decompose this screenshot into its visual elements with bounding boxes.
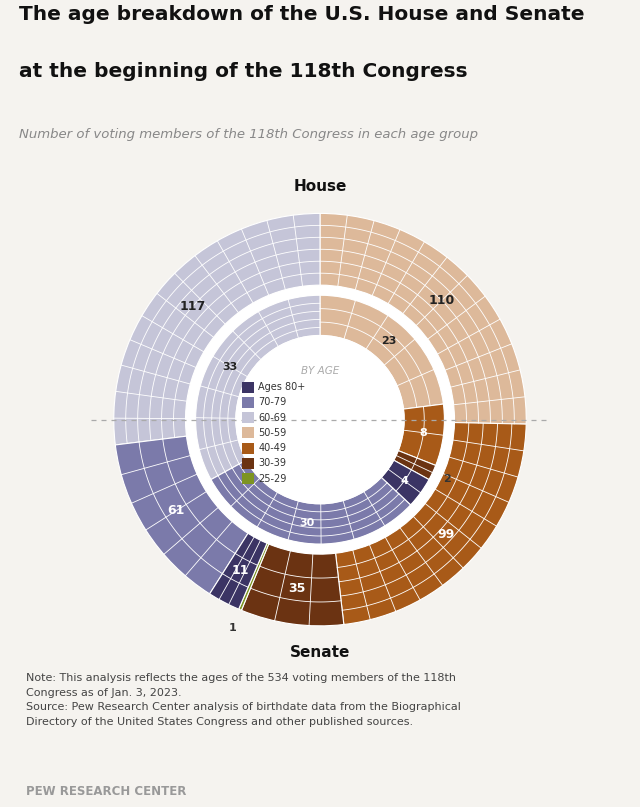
Text: 99: 99: [437, 528, 454, 541]
Text: 1: 1: [228, 623, 236, 633]
Wedge shape: [186, 285, 454, 554]
Text: 110: 110: [429, 294, 455, 307]
Text: House: House: [293, 179, 347, 194]
Text: at the beginning of the 118th Congress: at the beginning of the 118th Congress: [19, 62, 468, 82]
Bar: [241, 458, 254, 469]
Wedge shape: [196, 295, 320, 479]
Text: 30: 30: [300, 518, 315, 528]
Text: The age breakdown of the U.S. House and Senate: The age breakdown of the U.S. House and …: [19, 6, 585, 24]
Text: 23: 23: [381, 337, 397, 346]
Text: 117: 117: [179, 300, 205, 313]
Wedge shape: [381, 460, 429, 505]
Text: 30-39: 30-39: [259, 458, 286, 468]
Bar: [241, 442, 254, 454]
Text: Ages 80+: Ages 80+: [259, 383, 306, 392]
Wedge shape: [241, 544, 344, 626]
Text: 35: 35: [288, 582, 305, 595]
Bar: [241, 412, 254, 423]
Text: 60-69: 60-69: [259, 412, 286, 423]
Text: 11: 11: [232, 564, 250, 577]
Text: 2: 2: [443, 475, 451, 484]
Bar: [241, 397, 254, 408]
Text: 61: 61: [168, 504, 185, 517]
Text: 25-29: 25-29: [259, 474, 287, 483]
Wedge shape: [239, 543, 269, 610]
Bar: [241, 473, 254, 484]
Text: Number of voting members of the 118th Congress in each age group: Number of voting members of the 118th Co…: [19, 128, 478, 141]
Wedge shape: [335, 423, 526, 625]
Text: Note: This analysis reflects the ages of the 534 voting members of the 118th
Con: Note: This analysis reflects the ages of…: [26, 673, 460, 726]
Wedge shape: [114, 213, 320, 445]
Wedge shape: [320, 213, 526, 424]
Wedge shape: [320, 295, 444, 409]
Text: 40-49: 40-49: [259, 443, 286, 453]
Wedge shape: [210, 533, 267, 609]
Bar: [241, 382, 254, 393]
Text: 8: 8: [420, 428, 428, 437]
Wedge shape: [398, 404, 444, 466]
Text: 50-59: 50-59: [259, 428, 287, 438]
Text: 33: 33: [223, 362, 238, 371]
Text: PEW RESEARCH CENTER: PEW RESEARCH CENTER: [26, 785, 186, 798]
Wedge shape: [115, 436, 248, 594]
Text: 4: 4: [401, 476, 408, 486]
Wedge shape: [394, 450, 436, 479]
Circle shape: [236, 336, 404, 504]
Text: Senate: Senate: [290, 646, 350, 660]
Text: 70-79: 70-79: [259, 397, 287, 408]
Bar: [241, 427, 254, 438]
Text: BY AGE: BY AGE: [301, 366, 339, 376]
Wedge shape: [211, 460, 411, 544]
